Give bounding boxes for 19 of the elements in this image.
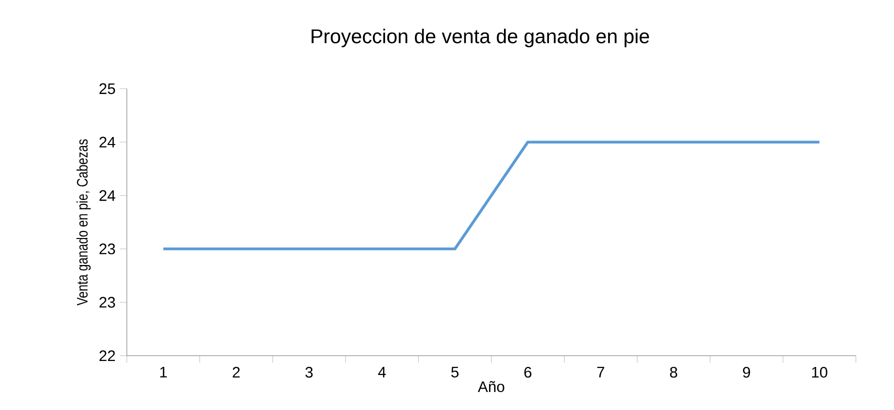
y-tick-label: 24 [100,190,116,201]
y-tick-label: 25 [100,83,116,94]
x-tick-label: 6 [524,366,532,378]
y-tick-label: 24 [100,136,116,148]
x-tick-label: 4 [378,366,386,378]
x-tick-label: 1 [160,366,167,378]
y-tick-label: 23 [100,244,116,254]
x-tick-label: 3 [305,366,313,378]
x-tick-label: 9 [743,366,750,378]
y-tick-label: 23 [100,296,116,308]
y-tick-label: 22 [100,350,115,362]
y-axis-title: Venta ganado en pie, Cabezas [76,139,91,306]
x-tick-label: 7 [597,366,604,378]
x-tick-label: 8 [670,366,678,378]
x-tick-label: 5 [451,366,459,378]
x-tick-label: 10 [812,366,828,378]
chart-title: Proyeccion de venta de ganado en pie [312,28,650,48]
x-axis-title: Año [478,381,504,392]
x-tick-label: 2 [232,366,240,378]
